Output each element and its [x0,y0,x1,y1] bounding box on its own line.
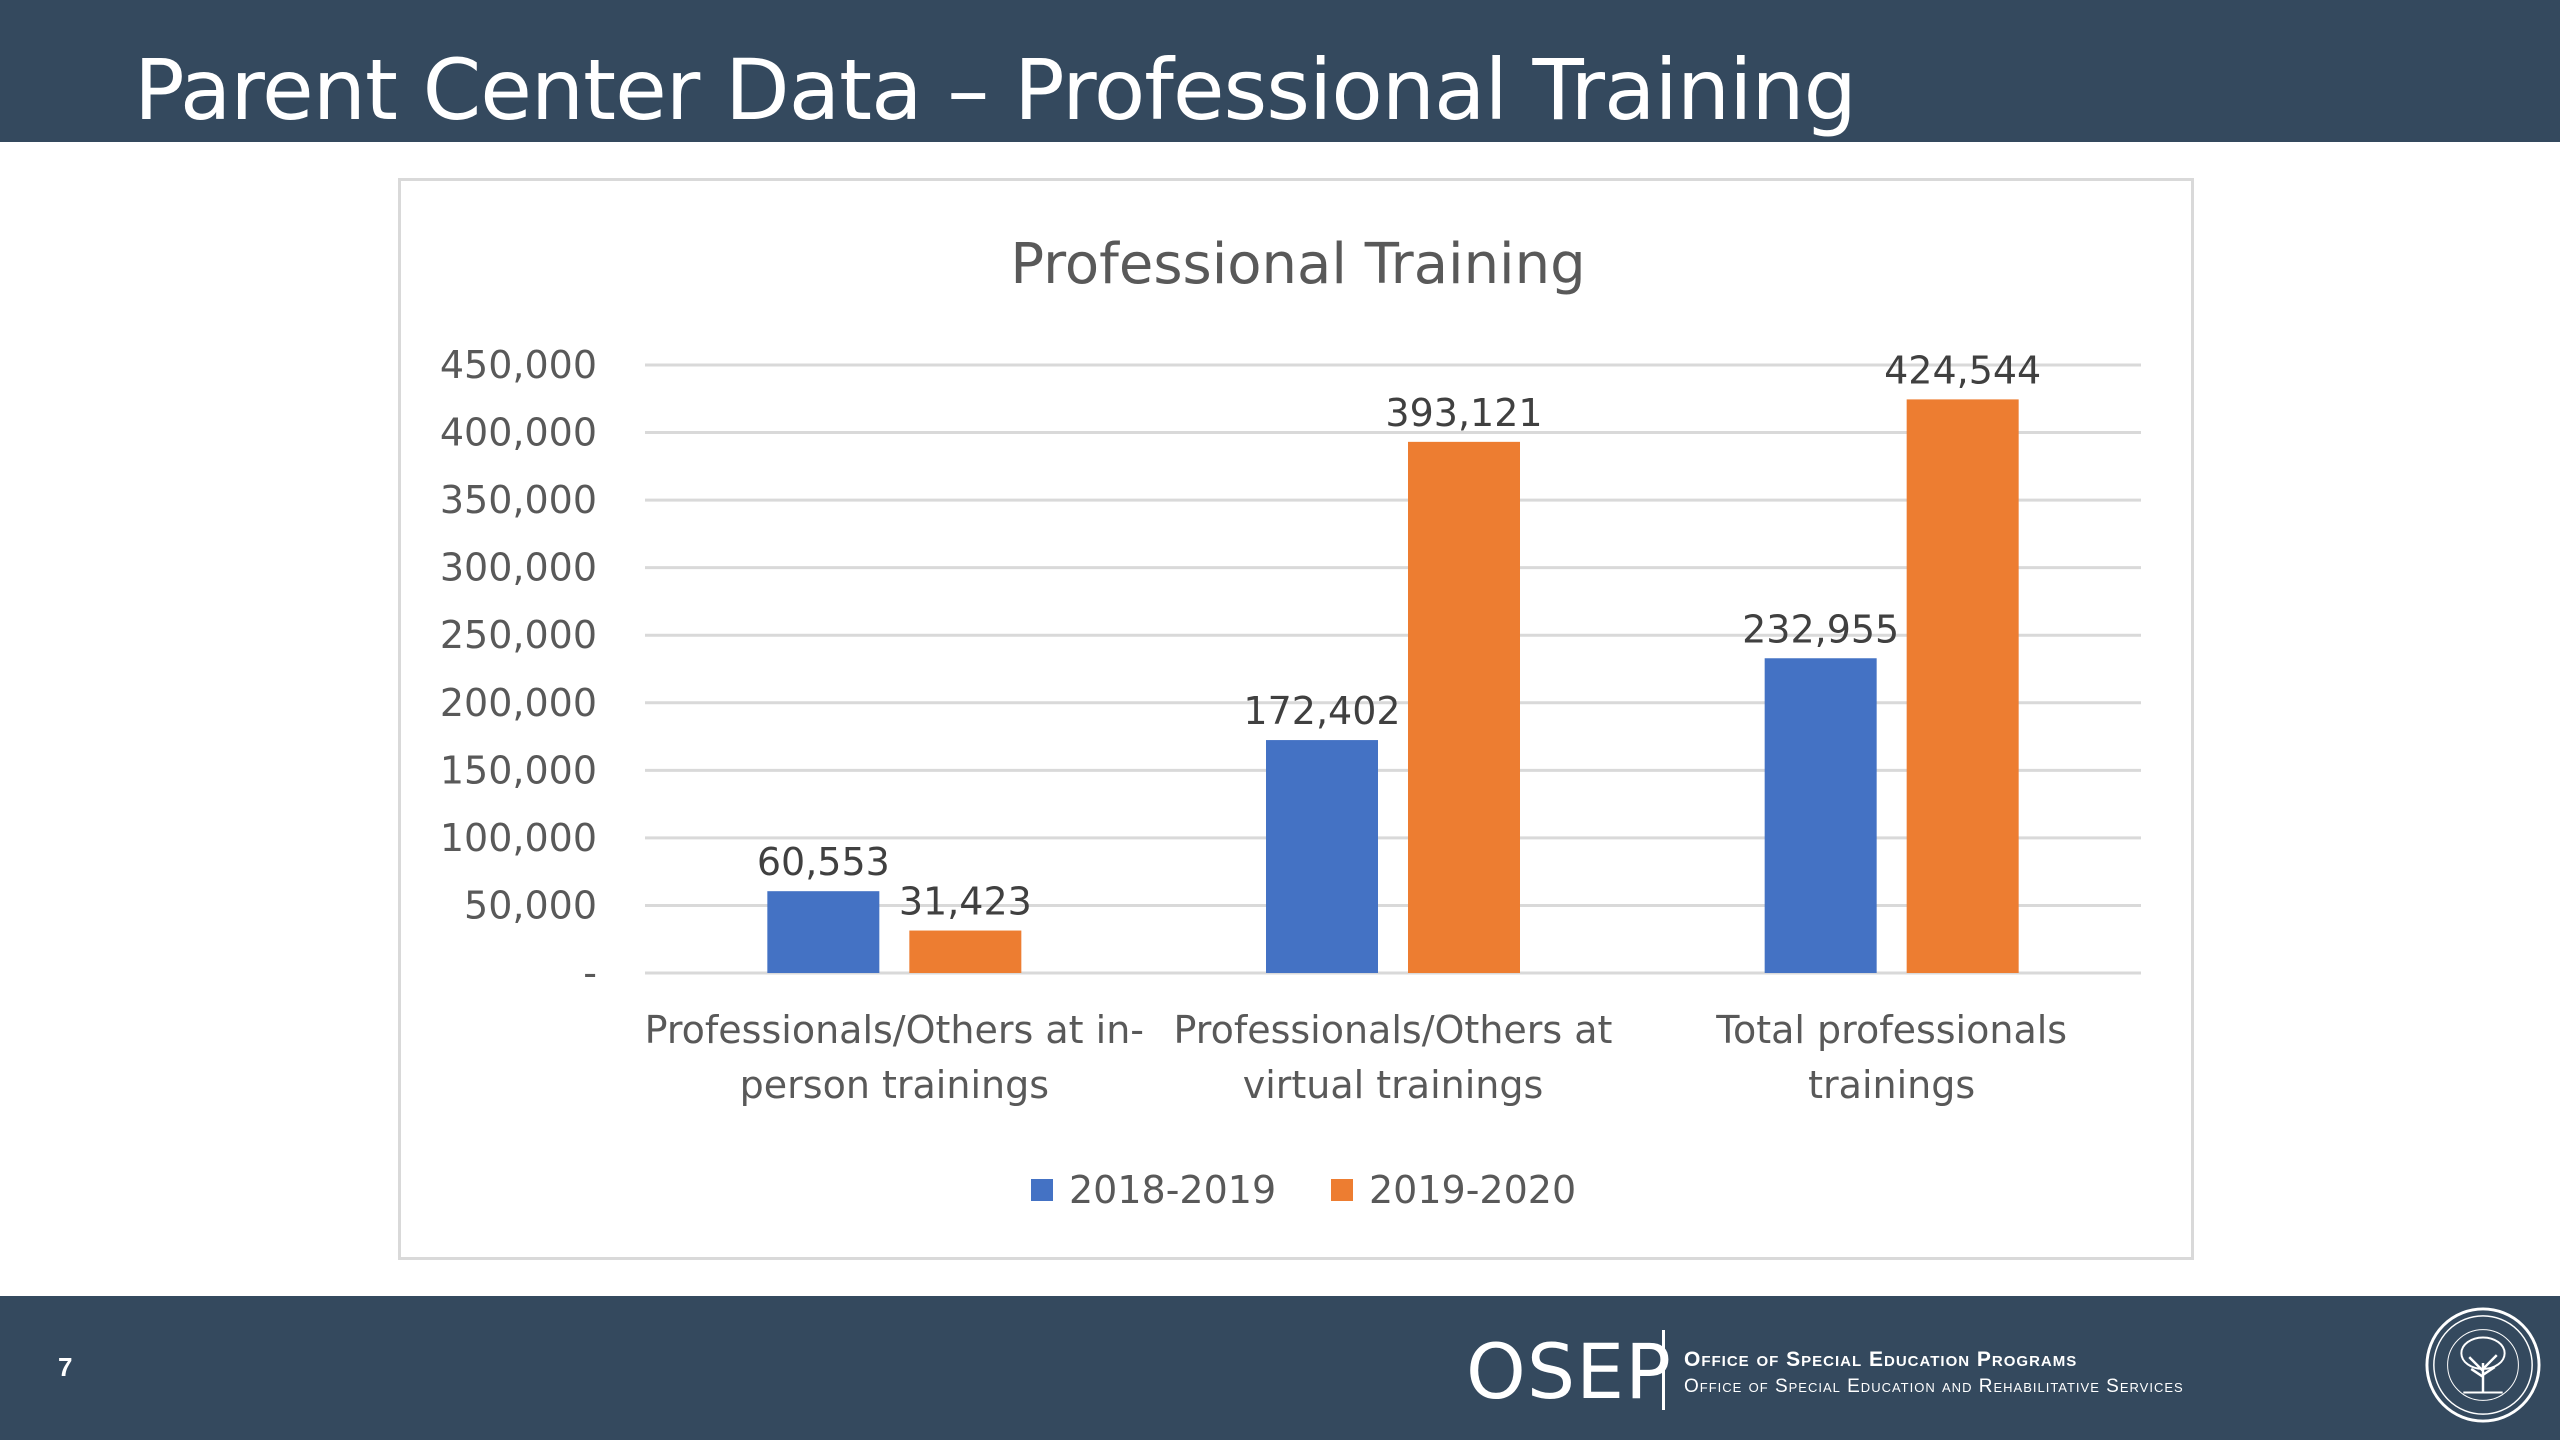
chart-frame: Professional Training - 50,000 100,000 150,… [398,178,2194,1260]
bar [909,930,1022,973]
data-label: 232,955 [1742,607,1899,651]
legend-swatch [1031,1179,1053,1201]
x-category-label: trainings [1808,1063,1975,1107]
legend-swatch [1331,1179,1353,1201]
data-label: 31,423 [899,880,1032,924]
org-name: Office of Special Education Programs [1684,1348,2078,1371]
data-label: 424,544 [1884,348,2041,392]
footer-band [0,1296,2560,1440]
x-category-label: Professionals/Others at in- [645,1008,1144,1052]
x-category-label: person trainings [740,1063,1049,1107]
bar [1906,399,2019,973]
y-tick-label: - [583,951,597,995]
data-label: 393,121 [1385,391,1542,435]
bar [767,891,880,973]
slide-title: Parent Center Data – Professional Traini… [134,41,1857,139]
legend-label: 2019-2020 [1369,1168,1576,1212]
y-tick-label: 300,000 [440,546,597,590]
y-tick-label: 250,000 [440,613,597,657]
bar [1764,658,1877,973]
osep-logo: OSEP [1466,1327,1672,1416]
y-tick-label: 100,000 [440,816,597,860]
chart: Professional Training - 50,000 100,000 150,… [440,232,2141,1212]
y-tick-label: 50,000 [464,883,597,927]
legend-label: 2018-2019 [1069,1168,1276,1212]
department-seal-icon [2425,1307,2541,1423]
y-tick-label: 200,000 [440,681,597,725]
data-label: 60,553 [757,840,890,884]
bar [1266,740,1378,973]
y-tick-label: 400,000 [440,411,597,455]
logo-divider [1662,1330,1665,1410]
data-label: 172,402 [1243,689,1400,733]
y-tick-label: 350,000 [440,478,597,522]
y-tick-label: 150,000 [440,748,597,792]
x-category-label: virtual trainings [1243,1063,1544,1107]
bar [1408,441,1520,973]
y-tick-label: 450,000 [440,343,597,387]
x-category-label: Total professionals [1715,1008,2067,1052]
slide-number: 7 [58,1352,73,1382]
chart-title: Professional Training [1010,232,1585,297]
header-band [0,0,2560,142]
org-parent-name: Office of Special Education and Rehabili… [1684,1376,2184,1397]
x-category-label: Professionals/Others at [1174,1008,1613,1052]
